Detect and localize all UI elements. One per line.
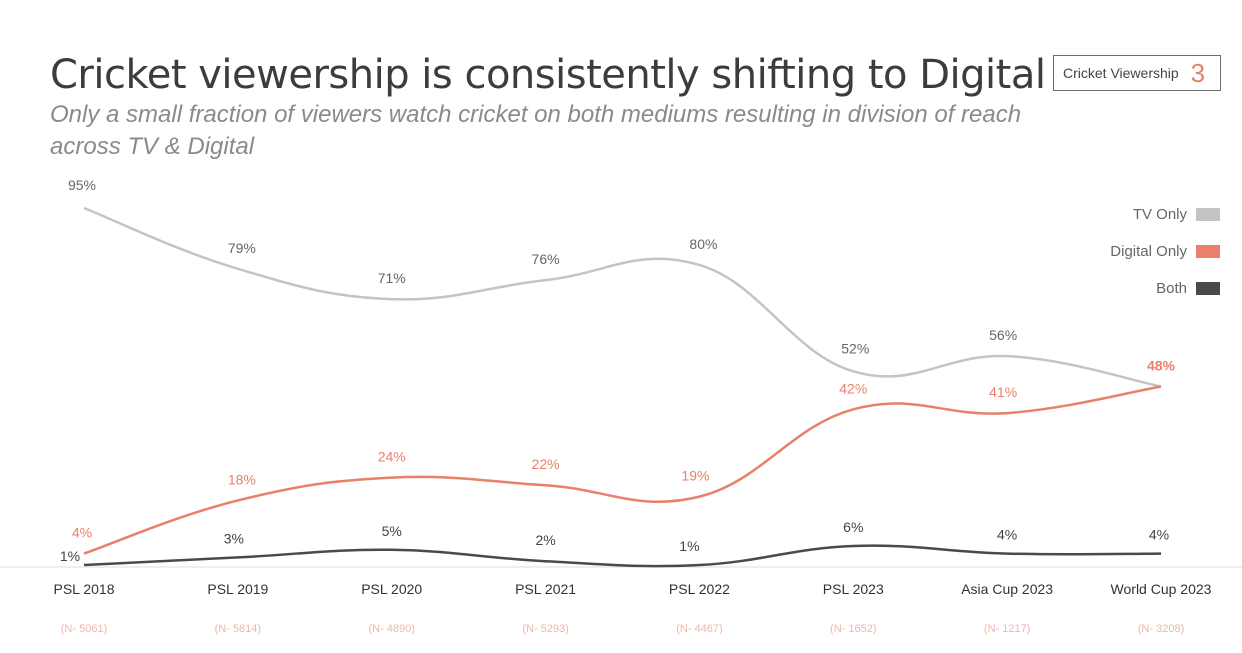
legend-label: Digital Only bbox=[1110, 243, 1187, 260]
section-badge: Cricket Viewership 3 bbox=[1053, 55, 1221, 91]
data-label-both: 2% bbox=[535, 532, 555, 548]
x-tick-label: Asia Cup 2023 bbox=[961, 581, 1053, 597]
legend: TV Only Digital Only Both bbox=[1110, 196, 1220, 307]
sample-size-label: (N- 1652) bbox=[830, 623, 876, 635]
data-label-tv-only: 76% bbox=[532, 251, 560, 267]
data-label-both: 6% bbox=[843, 519, 863, 535]
data-label-tv-only: 80% bbox=[689, 236, 717, 252]
series-line-digital-only bbox=[83, 385, 1162, 555]
series-layer bbox=[83, 206, 1162, 568]
data-label-digital-only: 19% bbox=[681, 468, 709, 484]
x-tick-label: PSL 2022 bbox=[669, 581, 730, 597]
data-label-layer: 95% 79% 71% 76% 80% 52% 56% 4% 18% 24% 22% 19% 42% 41… bbox=[60, 177, 1176, 564]
data-label-tv-only: 71% bbox=[378, 270, 406, 286]
x-axis-labels: PSL 2018 (N- 5061) PSL 2019 (N- 5814) PSL 20… bbox=[54, 581, 1212, 635]
data-label-both: 4% bbox=[997, 527, 1017, 543]
data-label-tv-only: 79% bbox=[228, 240, 256, 256]
data-label-digital-only: 48% bbox=[1147, 358, 1176, 374]
data-label-tv-only: 52% bbox=[841, 340, 869, 356]
data-label-both: 3% bbox=[224, 530, 244, 546]
legend-label: Both bbox=[1156, 280, 1187, 297]
section-label: Cricket Viewership bbox=[1063, 65, 1179, 81]
legend-swatch-tv bbox=[1196, 208, 1220, 221]
legend-item-tv-only: TV Only bbox=[1110, 196, 1220, 233]
legend-item-both: Both bbox=[1110, 270, 1220, 307]
data-label-digital-only: 42% bbox=[839, 380, 867, 396]
x-tick-label: PSL 2021 bbox=[515, 581, 576, 597]
data-label-tv-only: 95% bbox=[68, 177, 96, 193]
legend-swatch-both bbox=[1196, 282, 1220, 295]
x-tick-label: PSL 2020 bbox=[361, 581, 422, 597]
page-subtitle: Only a small fraction of viewers watch c… bbox=[50, 101, 1022, 160]
sample-size-label: (N- 5814) bbox=[215, 623, 261, 635]
sample-size-label: (N- 5293) bbox=[522, 623, 568, 635]
x-tick-label: PSL 2023 bbox=[823, 581, 884, 597]
legend-item-digital-only: Digital Only bbox=[1110, 233, 1220, 270]
sample-size-label: (N- 3208) bbox=[1138, 623, 1184, 635]
sample-size-label: (N- 4467) bbox=[676, 623, 722, 635]
data-label-both: 1% bbox=[60, 548, 80, 564]
data-label-digital-only: 41% bbox=[989, 384, 1017, 400]
data-label-digital-only: 18% bbox=[228, 471, 256, 487]
data-label-digital-only: 4% bbox=[72, 525, 92, 541]
data-label-both: 4% bbox=[1149, 527, 1169, 543]
data-label-both: 5% bbox=[382, 523, 402, 539]
page-title: Cricket viewership is consistently shift… bbox=[50, 52, 1046, 98]
x-tick-label: World Cup 2023 bbox=[1111, 581, 1212, 597]
legend-swatch-digital bbox=[1196, 245, 1220, 258]
sample-size-label: (N- 5061) bbox=[61, 623, 107, 635]
sample-size-label: (N- 4890) bbox=[368, 623, 414, 635]
series-line-both bbox=[83, 544, 1162, 568]
series-line-tv-only bbox=[83, 206, 1162, 388]
sample-size-label: (N- 1217) bbox=[984, 623, 1030, 635]
data-label-both: 1% bbox=[679, 538, 699, 554]
section-number: 3 bbox=[1190, 58, 1206, 88]
x-tick-label: PSL 2018 bbox=[54, 581, 115, 597]
data-label-tv-only: 56% bbox=[989, 327, 1017, 343]
data-label-digital-only: 22% bbox=[532, 456, 560, 472]
data-label-digital-only: 24% bbox=[378, 449, 406, 465]
legend-label: TV Only bbox=[1132, 206, 1187, 223]
x-tick-label: PSL 2019 bbox=[207, 581, 268, 597]
